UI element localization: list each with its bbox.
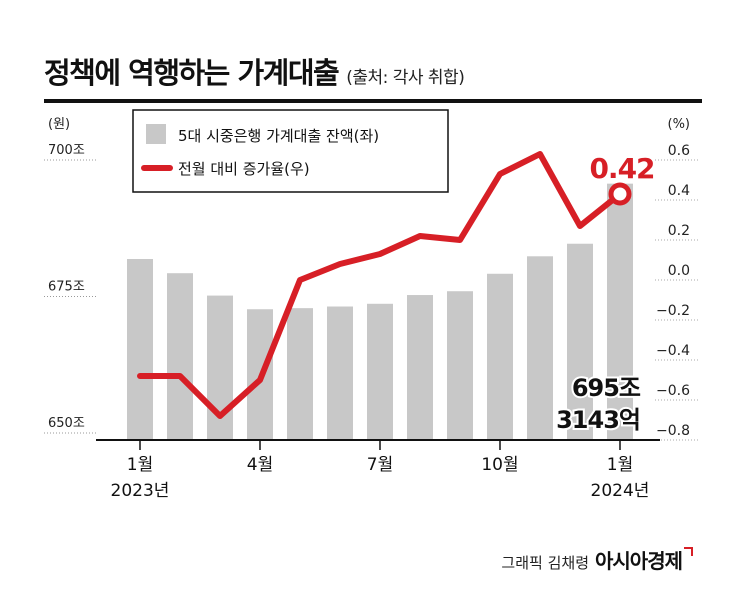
bar xyxy=(487,273,513,440)
right-tick-label: −0.2 xyxy=(656,303,690,319)
line-end-label: 0.42 xyxy=(589,152,654,185)
right-tick-label: 0.4 xyxy=(668,183,690,199)
title-rule xyxy=(44,99,702,103)
line-end-marker xyxy=(608,182,632,206)
legend-label-line: 전월 대비 증가율(우) xyxy=(178,160,310,178)
legend-box xyxy=(132,109,449,193)
right-tick-label: −0.8 xyxy=(656,423,690,439)
right-tick-label: 0.2 xyxy=(668,223,690,239)
source-note: (출처: 각사 취합) xyxy=(346,68,465,88)
x-tick-label: 4월 xyxy=(247,455,273,475)
legend-label-bar: 5대 시중은행 가계대출 잔액(좌) xyxy=(178,127,379,145)
bar-end-label-amount: 695조 xyxy=(572,374,641,402)
bar xyxy=(167,273,193,440)
bar xyxy=(327,306,353,440)
left-tick-label: 650조 xyxy=(48,416,85,431)
x-tick-label: 10월 xyxy=(481,455,518,475)
brand-logo: 아시아경제 xyxy=(595,549,683,573)
bar xyxy=(607,183,633,441)
title-text: 정책에 역행하는 가계대출 xyxy=(44,56,340,90)
chart-title: 정책에 역행하는 가계대출 (출처: 각사 취합) xyxy=(44,50,465,92)
x-tick-label: 7월 xyxy=(367,455,393,475)
x-tick-label: 1월 xyxy=(607,455,633,475)
left-tick-label: 700조 xyxy=(48,143,85,158)
right-tick-label: −0.6 xyxy=(656,383,690,399)
x-tick-label: 1월 xyxy=(127,455,153,475)
brand-mark-icon xyxy=(684,547,693,556)
bar-end-label-detail: 3143억 xyxy=(556,406,640,434)
bar xyxy=(287,308,313,440)
left-tick-label: 675조 xyxy=(48,280,85,295)
bar xyxy=(367,303,393,440)
right-tick-label: −0.4 xyxy=(656,343,690,359)
right-tick-label: 0.6 xyxy=(668,143,690,159)
x-tick-label: 2024년 xyxy=(591,481,650,501)
legend-swatch-bar xyxy=(146,124,166,144)
line-series xyxy=(137,151,623,419)
x-tick-label: 2023년 xyxy=(111,481,170,501)
right-tick-label: 0.0 xyxy=(668,263,690,279)
bar xyxy=(127,259,153,440)
left-axis-unit: (원) xyxy=(48,117,70,132)
credit: 그래픽 김채령 아시아경제 xyxy=(501,545,693,574)
right-axis-unit: (%) xyxy=(668,117,691,132)
credit-text: 그래픽 김채령 xyxy=(501,554,589,572)
bar xyxy=(407,295,433,440)
combo-chart: 700조 675조 650조 (원) 0.6 0.4 0.2 0.0 −0.2 −0.4 −0.6 −… xyxy=(44,109,700,501)
bar xyxy=(527,256,553,440)
bar xyxy=(447,291,473,440)
bar xyxy=(567,243,593,440)
